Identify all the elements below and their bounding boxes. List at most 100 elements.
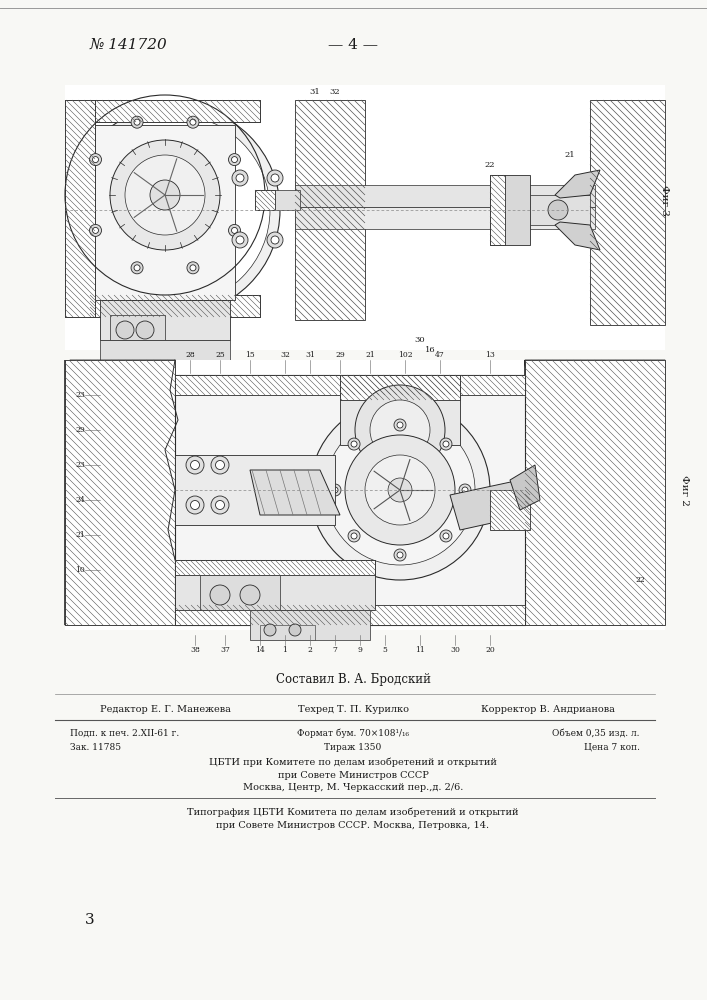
Bar <box>95 125 235 300</box>
Circle shape <box>210 585 230 605</box>
Bar <box>90 100 260 122</box>
Text: 31: 31 <box>310 88 320 96</box>
Text: 21: 21 <box>565 151 575 159</box>
Text: 30: 30 <box>450 646 460 654</box>
Text: 31: 31 <box>305 351 315 359</box>
Circle shape <box>394 419 406 431</box>
Circle shape <box>232 232 248 248</box>
Bar <box>175 560 375 610</box>
Text: 102: 102 <box>397 351 412 359</box>
Circle shape <box>125 155 205 235</box>
Bar <box>295 185 595 207</box>
Text: 3: 3 <box>85 913 95 927</box>
Text: 14: 14 <box>255 646 265 654</box>
Bar <box>590 100 665 325</box>
Bar <box>175 560 375 575</box>
Circle shape <box>443 441 449 447</box>
Text: Зак. 11785: Зак. 11785 <box>70 742 121 752</box>
Circle shape <box>240 585 260 605</box>
Text: Техред Т. П. Курилко: Техред Т. П. Курилко <box>298 706 409 714</box>
Polygon shape <box>555 222 600 250</box>
Circle shape <box>93 157 98 163</box>
Text: Подп. к печ. 2.XII-61 г.: Подп. к печ. 2.XII-61 г. <box>70 728 180 738</box>
Circle shape <box>131 116 143 128</box>
Text: 10: 10 <box>75 566 85 574</box>
Circle shape <box>110 140 220 250</box>
Circle shape <box>388 478 412 502</box>
Polygon shape <box>510 465 540 510</box>
Text: Фиг 3: Фиг 3 <box>660 185 669 215</box>
Bar <box>90 295 260 317</box>
Polygon shape <box>65 360 175 625</box>
Circle shape <box>232 170 248 186</box>
Circle shape <box>211 496 229 514</box>
Bar <box>65 360 665 630</box>
Circle shape <box>355 385 445 475</box>
Bar <box>295 100 365 320</box>
Text: при Совете Министров СССР: при Совете Министров СССР <box>278 770 428 780</box>
Text: 23: 23 <box>75 391 85 399</box>
Text: Объем 0,35 изд. л.: Объем 0,35 изд. л. <box>552 728 640 738</box>
Text: 32: 32 <box>329 88 340 96</box>
Bar <box>65 360 175 625</box>
Circle shape <box>370 400 430 460</box>
Bar <box>490 175 530 245</box>
Text: 21: 21 <box>365 351 375 359</box>
Bar <box>175 455 335 525</box>
Circle shape <box>548 200 568 220</box>
Circle shape <box>186 496 204 514</box>
Circle shape <box>190 119 196 125</box>
Bar <box>530 195 590 225</box>
Bar <box>295 207 595 229</box>
Circle shape <box>267 170 283 186</box>
Circle shape <box>236 174 244 182</box>
Text: Корректор В. Андрианова: Корректор В. Андрианова <box>481 706 615 714</box>
Text: ЦБТИ при Комитете по делам изобретений и открытий: ЦБТИ при Комитете по делам изобретений и… <box>209 757 497 767</box>
Polygon shape <box>250 470 340 515</box>
Text: Москва, Центр, М. Черкасский пер.,д. 2/6.: Москва, Центр, М. Черкасский пер.,д. 2/6… <box>243 784 463 792</box>
Circle shape <box>271 236 279 244</box>
Circle shape <box>440 530 452 542</box>
Circle shape <box>236 236 244 244</box>
Circle shape <box>332 487 338 493</box>
Text: 16: 16 <box>425 346 436 354</box>
Text: 32: 32 <box>280 351 290 359</box>
Text: 24: 24 <box>75 496 85 504</box>
Text: Составил В. А. Бродский: Составил В. А. Бродский <box>276 674 431 686</box>
Text: 22: 22 <box>485 161 495 169</box>
Circle shape <box>264 624 276 636</box>
Circle shape <box>345 435 455 545</box>
Text: — 4 —: — 4 — <box>328 38 378 52</box>
Circle shape <box>231 227 238 233</box>
Bar <box>100 340 230 365</box>
Bar <box>175 605 525 625</box>
Bar <box>525 360 665 625</box>
Bar <box>90 100 260 122</box>
Bar <box>260 625 315 640</box>
Circle shape <box>397 552 403 558</box>
Circle shape <box>231 157 238 163</box>
Text: 7: 7 <box>332 646 337 654</box>
Circle shape <box>348 438 360 450</box>
Bar <box>110 315 165 340</box>
Circle shape <box>80 115 270 305</box>
Circle shape <box>443 533 449 539</box>
Circle shape <box>187 262 199 274</box>
Text: Цена 7 коп.: Цена 7 коп. <box>584 742 640 752</box>
Circle shape <box>459 484 471 496</box>
Text: Редактор Е. Г. Манежева: Редактор Е. Г. Манежева <box>100 706 231 714</box>
Circle shape <box>216 460 225 470</box>
Text: Фиг 2: Фиг 2 <box>680 475 689 505</box>
Polygon shape <box>555 170 600 198</box>
Bar <box>65 100 95 317</box>
Text: Тираж 1350: Тираж 1350 <box>325 742 382 752</box>
Text: 29: 29 <box>335 351 345 359</box>
Text: 1: 1 <box>283 646 288 654</box>
Bar <box>175 375 525 625</box>
Text: 37: 37 <box>220 646 230 654</box>
Circle shape <box>365 455 435 525</box>
Circle shape <box>462 487 468 493</box>
Circle shape <box>440 438 452 450</box>
Text: 28: 28 <box>185 351 195 359</box>
Bar <box>65 100 95 317</box>
